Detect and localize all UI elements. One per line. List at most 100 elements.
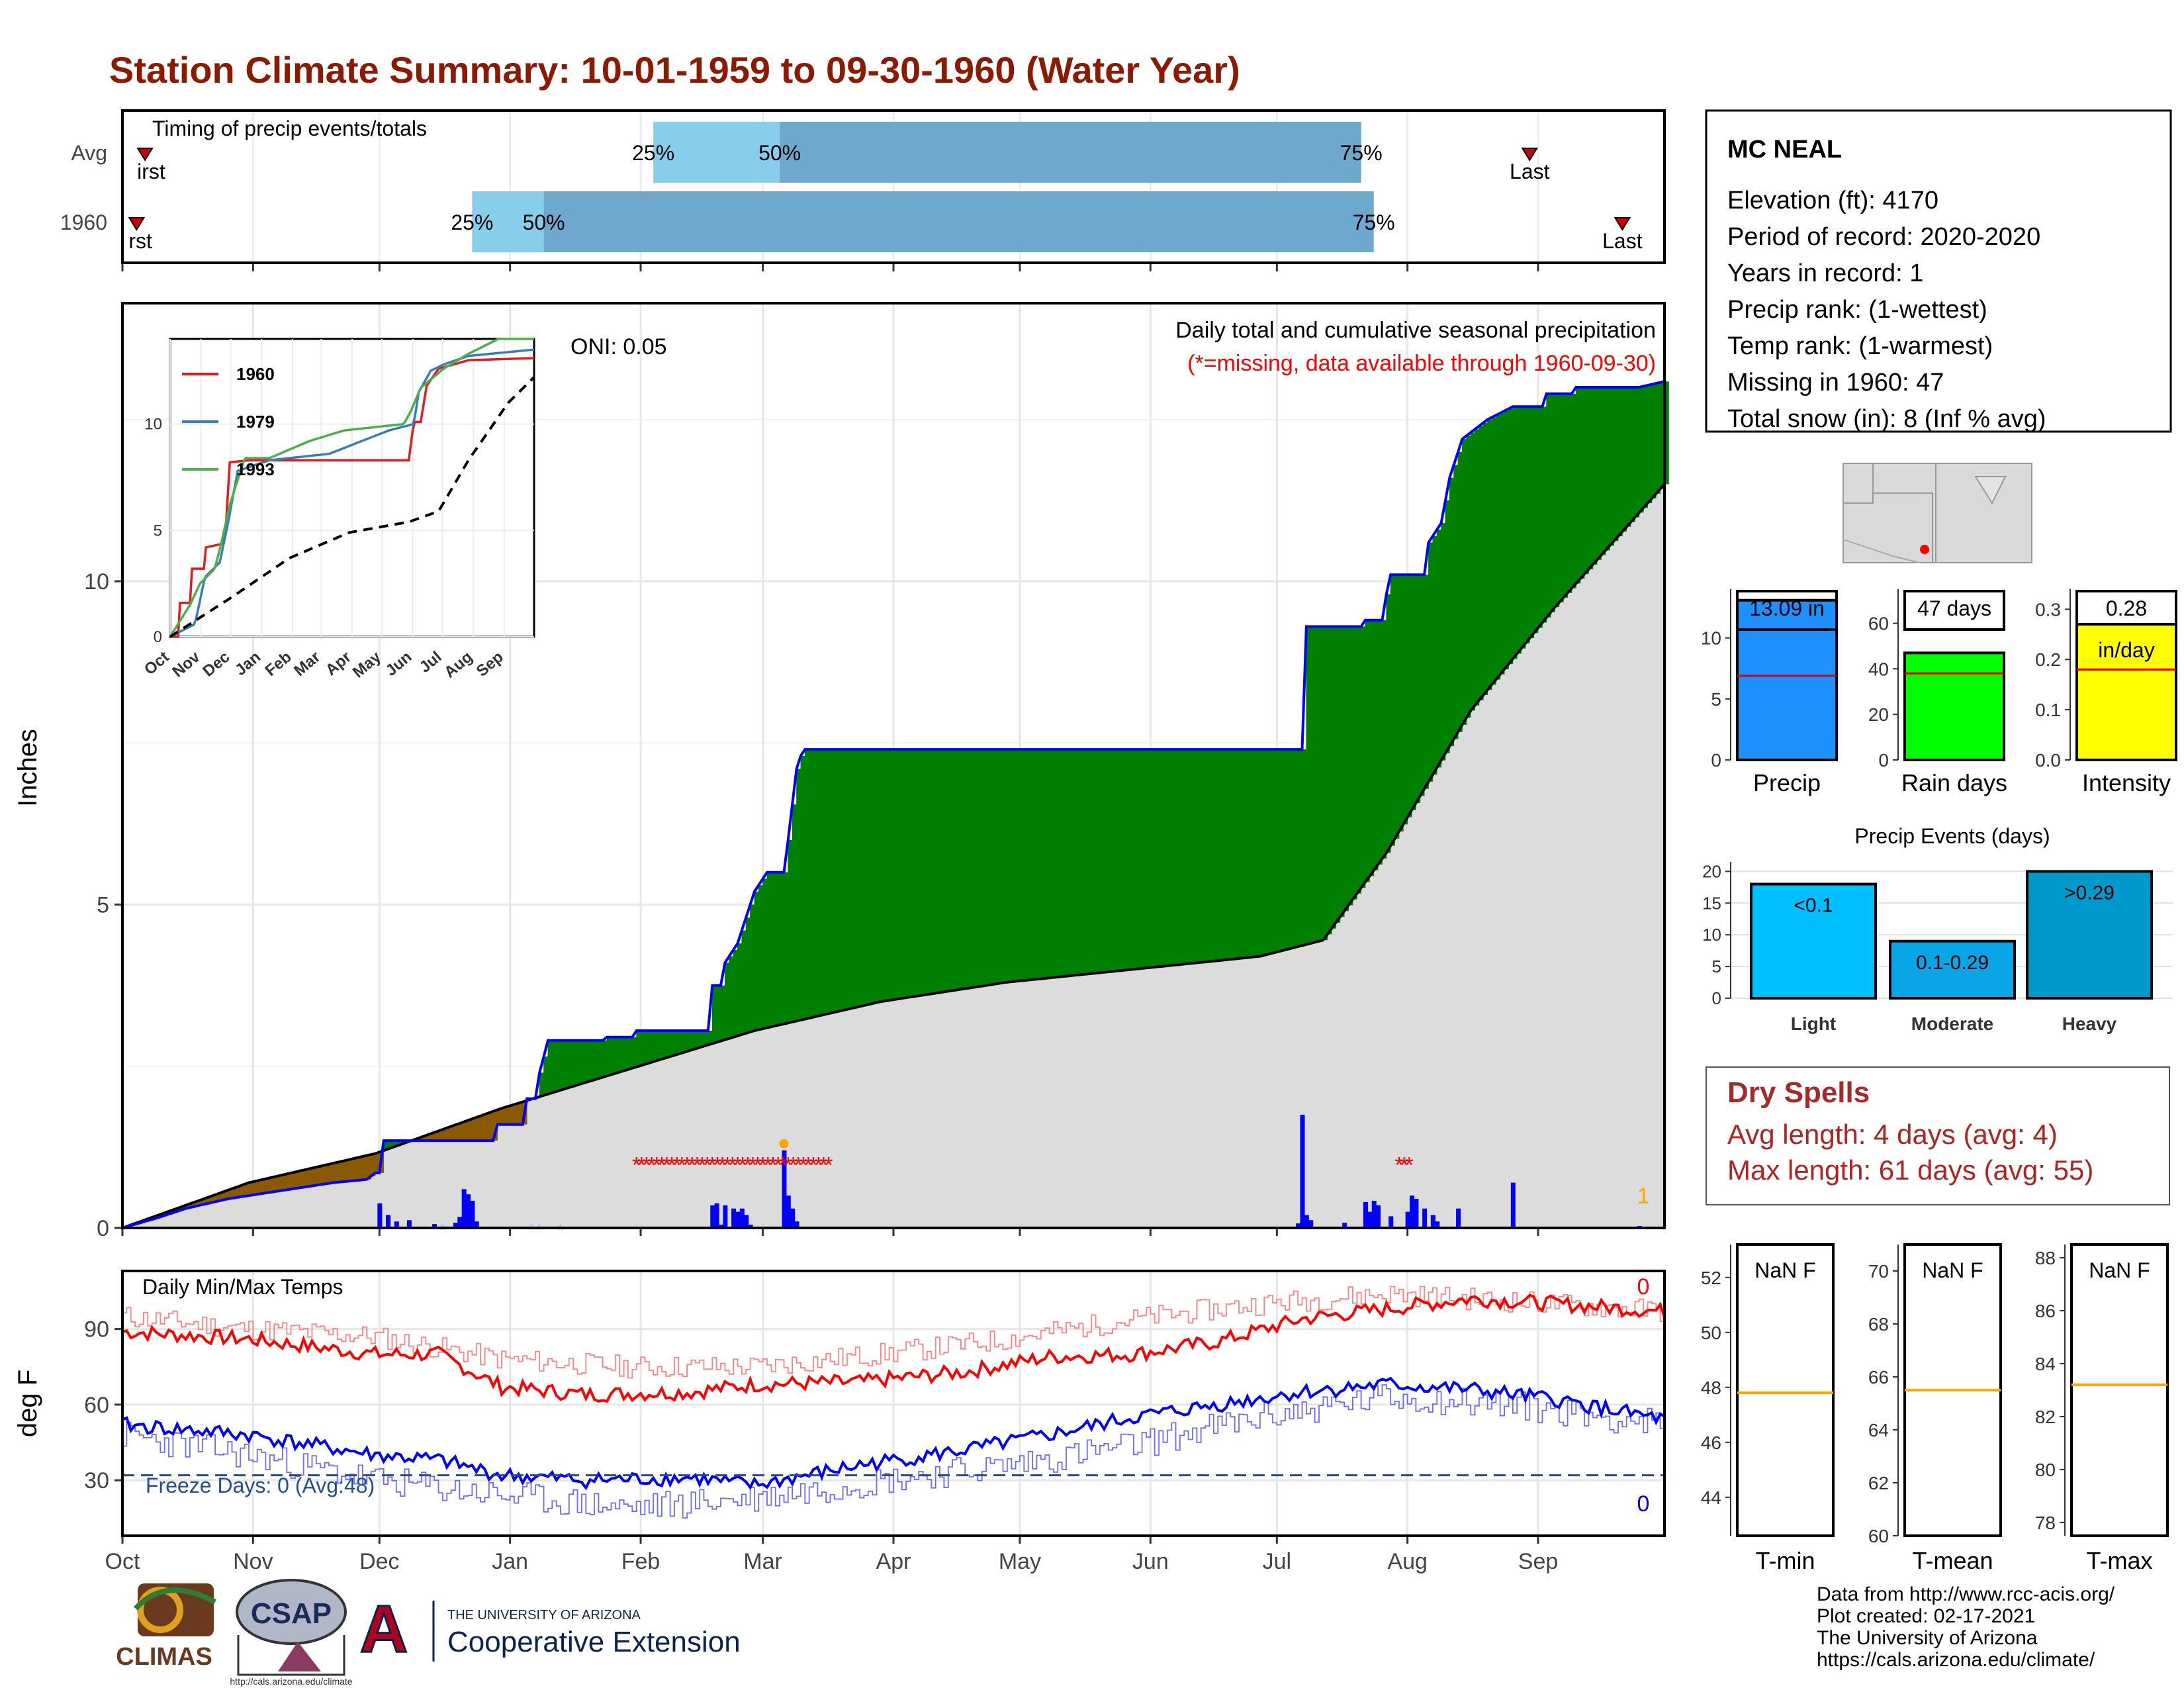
event-bar-label: 0.1-0.29 xyxy=(1916,952,1989,974)
events-title: Precip Events (days) xyxy=(1854,824,2050,848)
missing-data-marker: * xyxy=(688,1152,696,1178)
station-info-line: Period of record: 2020-2020 xyxy=(1727,223,2040,251)
events-tick-label: 15 xyxy=(1702,893,1721,913)
daily-precip-bar xyxy=(1430,1215,1435,1228)
precip-surplus-slice xyxy=(884,749,890,1002)
precip-surplus-slice xyxy=(935,749,940,994)
precip-surplus-slice xyxy=(1137,749,1143,969)
precip-surplus-slice xyxy=(1382,620,1387,859)
precip-deficit-slice xyxy=(206,1197,212,1204)
station-info-line: Elevation (ft): 4170 xyxy=(1727,187,1938,214)
precip-surplus-slice xyxy=(1302,749,1307,946)
precip-surplus-slice xyxy=(729,956,734,1039)
precip-deficit-slice xyxy=(480,1115,485,1141)
station-info-line: Precip rank: (1-wettest) xyxy=(1727,296,1987,324)
precip-surplus-slice xyxy=(1441,523,1446,761)
mini-bar-tick-label: 20 xyxy=(1868,704,1889,725)
precip-surplus-slice xyxy=(1596,387,1602,560)
inset-month-label: Feb xyxy=(262,648,295,680)
daily-precip-bar xyxy=(1422,1208,1428,1228)
inset-series-line xyxy=(169,348,535,638)
precip-deficit-slice xyxy=(252,1182,258,1196)
precip-surplus-slice xyxy=(1588,387,1594,570)
last-event-label: Last xyxy=(1602,229,1643,253)
precip-surplus-slice xyxy=(779,872,784,1025)
precip-surplus-slice xyxy=(1297,749,1302,947)
precip-surplus-slice xyxy=(1415,575,1421,804)
daily-precip-bar xyxy=(710,1205,715,1228)
oni-label: ONI: 0.05 xyxy=(570,334,667,359)
precip-surplus-slice xyxy=(1242,749,1248,959)
average-cumulative-line xyxy=(122,483,1666,1229)
precip-surplus-slice xyxy=(1209,749,1214,962)
precip-surplus-slice xyxy=(1398,575,1404,832)
precip-deficit-slice xyxy=(467,1120,473,1141)
precip-surplus-slice xyxy=(1394,575,1400,839)
missing-data-marker: * xyxy=(1400,1152,1408,1178)
precip-description: Daily total and cumulative seasonal prec… xyxy=(1175,318,1656,343)
events-tick-label: 5 xyxy=(1712,957,1721,976)
precip-surplus-slice xyxy=(695,1031,700,1049)
precip-surplus-slice xyxy=(964,749,970,989)
precip-surplus-slice xyxy=(1259,749,1265,957)
precip-surplus-slice xyxy=(981,749,987,986)
precip-surplus-slice xyxy=(956,749,962,990)
uofa-a-icon: A xyxy=(360,1592,408,1666)
precip-surplus-slice xyxy=(1541,406,1547,623)
precip-surplus-slice xyxy=(766,872,772,1028)
precip-deficit-slice xyxy=(366,1155,372,1180)
inset-month-label: Oct xyxy=(141,648,173,679)
precip-surplus-slice xyxy=(1436,529,1441,768)
precip-surplus-slice xyxy=(1647,385,1653,504)
temp-box-tick-label: 82 xyxy=(2035,1407,2056,1427)
precip-surplus-slice xyxy=(1049,749,1054,978)
daily-precip-bar xyxy=(461,1189,467,1228)
temp-box-tick-label: 62 xyxy=(1868,1473,1889,1493)
precip-surplus-slice xyxy=(1626,387,1631,527)
dry-spells-box: Dry Spells Avg length: 4 days (avg: 4) M… xyxy=(1706,1066,2170,1205)
precip-surplus-slice xyxy=(1053,749,1058,978)
station-marker-icon xyxy=(1920,545,1929,554)
month-tick-label: Jul xyxy=(1263,1549,1291,1574)
missing-data-marker: * xyxy=(789,1152,797,1178)
precip-surplus-slice xyxy=(1660,382,1665,489)
inset-chart: 0510196019791993OctNovDecJanFebMarAprMay… xyxy=(141,338,535,682)
daily-precip-bar xyxy=(1342,1223,1347,1228)
precip-surplus-slice xyxy=(1373,620,1379,870)
last-event-marker-icon xyxy=(1614,217,1631,231)
event-category-label: Heavy xyxy=(2062,1013,2117,1034)
precip-deficit-slice xyxy=(514,1104,519,1125)
daily-precip-bar xyxy=(474,1221,479,1228)
precip-deficit-slice xyxy=(425,1135,431,1141)
precip-surplus-slice xyxy=(750,904,755,1032)
precip-deficit-slice xyxy=(248,1182,253,1196)
inset-tick-label: 5 xyxy=(154,522,162,539)
precip-surplus-slice xyxy=(1462,439,1467,725)
inset-month-label: Mar xyxy=(291,648,324,680)
precip-deficit-slice xyxy=(257,1180,262,1195)
precip-surplus-slice xyxy=(1605,387,1610,551)
daily-precip-bar xyxy=(1456,1208,1461,1228)
missing-data-marker: * xyxy=(647,1152,656,1178)
precip-surplus-slice xyxy=(821,749,827,1015)
precip-surplus-slice xyxy=(577,1040,582,1086)
precip-deficit-slice xyxy=(278,1176,283,1192)
temp-box-label: T-mean xyxy=(1912,1547,1993,1574)
max-temp-line xyxy=(122,1293,1666,1403)
precip-surplus-slice xyxy=(1183,749,1189,964)
precip-surplus-slice xyxy=(1322,626,1328,941)
precip-surplus-slice xyxy=(711,985,717,1044)
daily-precip-bar xyxy=(790,1208,796,1228)
inset-series-line xyxy=(169,376,535,638)
precip-surplus-slice xyxy=(1356,626,1362,894)
precip-surplus-slice xyxy=(788,839,793,1023)
mini-bar xyxy=(1903,651,2005,761)
precip-tick-label: 10 xyxy=(84,569,109,594)
month-tick-label: Nov xyxy=(233,1549,273,1574)
precip-surplus-slice xyxy=(649,1031,654,1063)
precip-surplus-slice xyxy=(1651,384,1657,498)
precip-surplus-slice xyxy=(1407,575,1412,818)
precip-surplus-slice xyxy=(716,985,721,1043)
precip-deficit-slice xyxy=(320,1166,325,1185)
missing-data-marker: * xyxy=(703,1152,711,1178)
